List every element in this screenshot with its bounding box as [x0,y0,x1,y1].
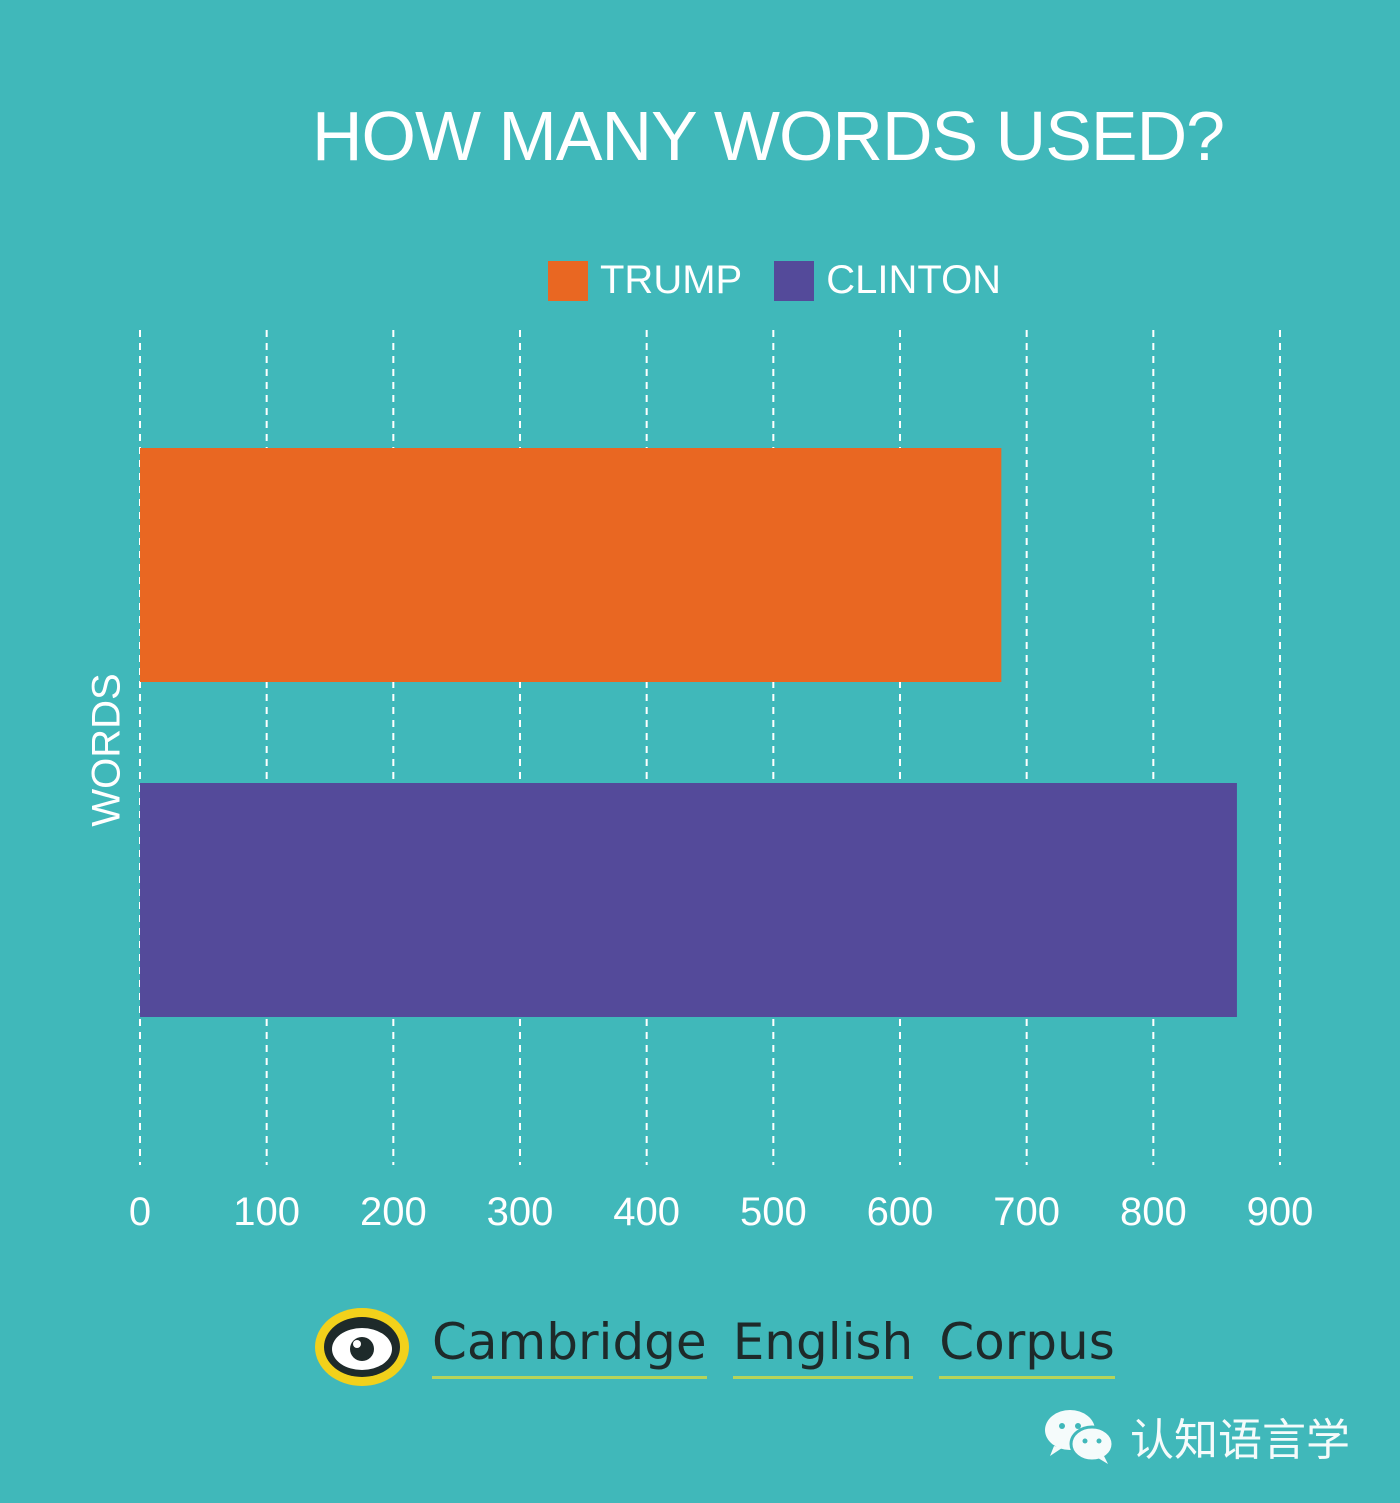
x-tick-label: 800 [1120,1190,1187,1234]
watermark-text: 认知语言学 [1130,1416,1350,1465]
wechat-icon [1045,1410,1115,1464]
logo-word-cambridge: Cambridge [432,1315,707,1379]
eye-logo-icon [315,1308,409,1386]
legend-label-trump: TRUMP [600,258,743,302]
y-axis-label: WORDS [84,673,129,827]
legend-swatch-clinton [774,260,815,301]
logo-word-english: English [732,1315,914,1379]
watermark: 认知语言学 [1042,1404,1350,1468]
bar-trump [140,448,1002,682]
legend-item-clinton: CLINTON [774,258,1001,303]
logo-word-corpus: Corpus [939,1315,1115,1379]
x-tick-label: 200 [360,1190,427,1234]
x-tick-label: 700 [993,1190,1060,1234]
x-tick-label: 600 [867,1190,934,1234]
chart-title: HOW MANY WORDS USED? [311,97,1225,175]
legend-item-trump: TRUMP [548,258,742,303]
cambridge-logo: Cambridge English Corpus [312,1305,1141,1389]
legend-swatch-trump [548,260,588,301]
x-tick-label: 500 [740,1190,807,1234]
x-tick-label: 900 [1247,1190,1314,1234]
x-tick-label: 400 [613,1190,680,1234]
x-tick-label: 0 [129,1190,151,1234]
legend-label-clinton: CLINTON [826,258,1002,302]
bar-clinton [140,783,1237,1017]
x-tick-label: 300 [487,1190,554,1234]
logo-wordmark: Cambridge English Corpus [432,1315,1141,1379]
x-tick-label: 100 [233,1190,300,1234]
legend: TRUMP CLINTON [548,258,1033,303]
